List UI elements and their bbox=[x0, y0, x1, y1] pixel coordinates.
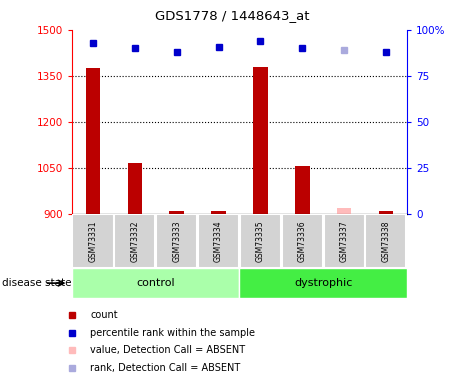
Text: GSM73338: GSM73338 bbox=[381, 220, 391, 262]
Text: disease state: disease state bbox=[2, 278, 72, 288]
Bar bbox=[127, 163, 142, 214]
Bar bbox=[240, 214, 281, 268]
Text: GDS1778 / 1448643_at: GDS1778 / 1448643_at bbox=[155, 9, 310, 22]
Text: GSM73336: GSM73336 bbox=[298, 220, 307, 262]
Bar bbox=[86, 68, 100, 214]
Text: GSM73333: GSM73333 bbox=[172, 220, 181, 262]
Bar bbox=[282, 214, 323, 268]
Bar bbox=[169, 211, 184, 214]
Bar bbox=[337, 208, 352, 214]
Bar bbox=[198, 214, 239, 268]
Bar bbox=[239, 268, 407, 298]
Bar bbox=[156, 214, 197, 268]
Bar bbox=[379, 211, 393, 214]
Text: GSM73335: GSM73335 bbox=[256, 220, 265, 262]
Bar bbox=[114, 214, 155, 268]
Text: dystrophic: dystrophic bbox=[294, 278, 352, 288]
Text: GSM73337: GSM73337 bbox=[339, 220, 349, 262]
Bar bbox=[295, 166, 310, 214]
Text: rank, Detection Call = ABSENT: rank, Detection Call = ABSENT bbox=[90, 363, 241, 373]
Bar bbox=[72, 268, 239, 298]
Text: control: control bbox=[136, 278, 175, 288]
Text: GSM73334: GSM73334 bbox=[214, 220, 223, 262]
Bar bbox=[324, 214, 365, 268]
Text: percentile rank within the sample: percentile rank within the sample bbox=[90, 327, 255, 338]
Bar bbox=[211, 211, 226, 214]
Bar bbox=[365, 214, 406, 268]
Text: GSM73331: GSM73331 bbox=[88, 220, 98, 262]
Text: GSM73332: GSM73332 bbox=[130, 220, 140, 262]
Bar bbox=[253, 67, 268, 214]
Bar bbox=[73, 214, 113, 268]
Text: count: count bbox=[90, 310, 118, 320]
Text: value, Detection Call = ABSENT: value, Detection Call = ABSENT bbox=[90, 345, 246, 355]
